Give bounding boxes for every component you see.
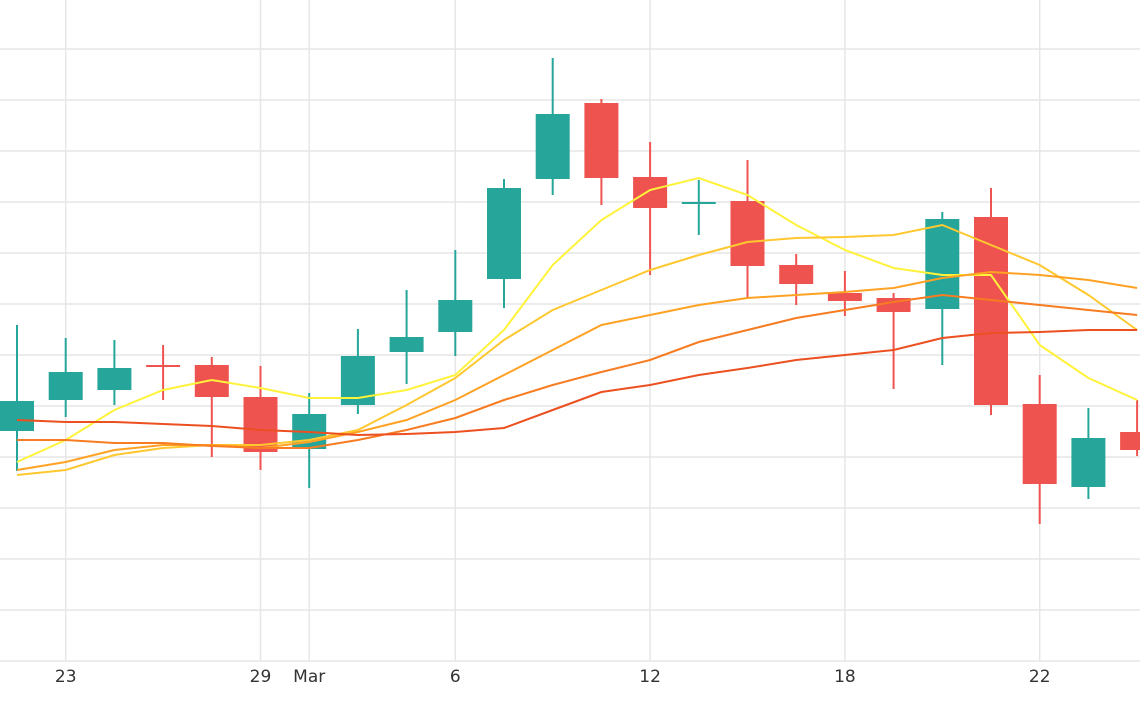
x-tick-label: 18 (834, 667, 856, 687)
candle-body (438, 300, 473, 332)
candle-body (0, 401, 34, 431)
candle-body (974, 217, 1008, 405)
candle-body (633, 177, 668, 208)
x-tick-label: 6 (450, 667, 461, 687)
candle-body (1120, 432, 1140, 450)
moving-average-line (16, 329, 1138, 437)
candle-body (1071, 438, 1106, 487)
x-tick-label: 29 (250, 667, 272, 687)
candle-body (1022, 404, 1057, 484)
x-tick-label: Mar (293, 667, 325, 687)
candle-body (389, 337, 424, 352)
candle-body (487, 188, 521, 279)
candle-body (535, 114, 570, 179)
candle-body (146, 365, 181, 367)
moving-average-line (16, 176, 1138, 463)
candle-body (97, 368, 132, 390)
x-tick-label: 22 (1029, 667, 1051, 687)
x-tick-label: 12 (639, 667, 661, 687)
candle-body (48, 372, 83, 400)
candle-body (827, 293, 862, 301)
candle-body (779, 265, 814, 284)
candle-body (681, 202, 716, 204)
moving-average-line (16, 223, 1138, 476)
moving-average-line (17, 293, 1138, 449)
moving-average-line (16, 270, 1138, 471)
x-tick-label: 23 (55, 667, 77, 687)
candle-body (584, 103, 619, 178)
candle-body (730, 201, 765, 266)
